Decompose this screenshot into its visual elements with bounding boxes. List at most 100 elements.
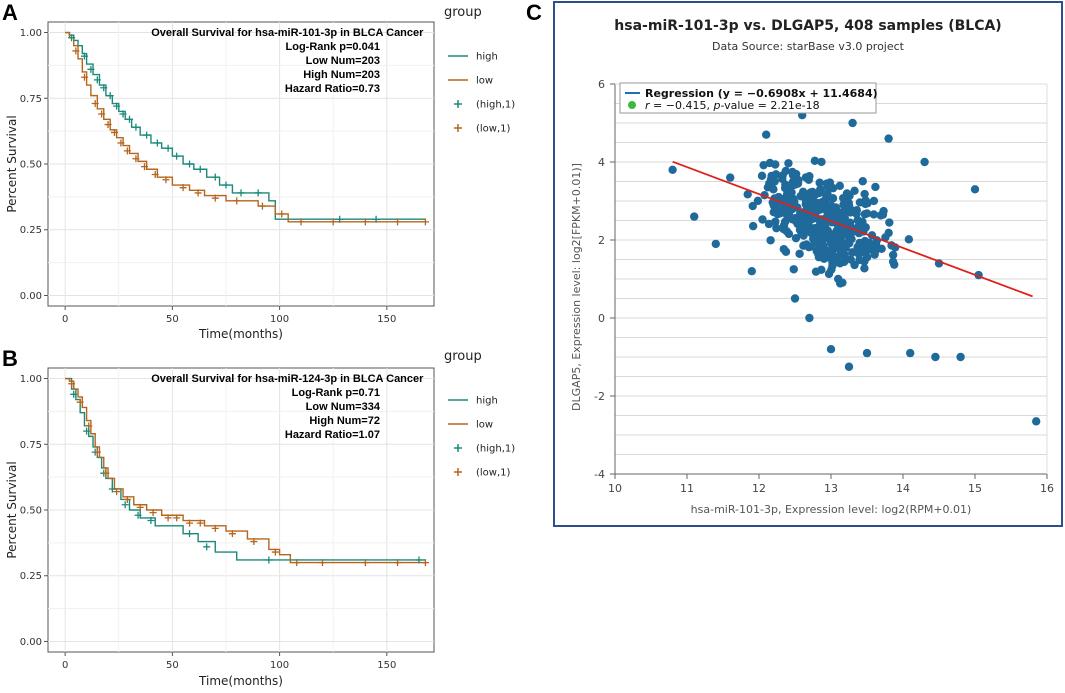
censor-mark-low (93, 448, 101, 456)
scatter-point (817, 204, 826, 214)
scatter-point (726, 173, 735, 182)
legend-correlation-text: r = −0.415, p-value = 2.21e-18 (645, 99, 820, 112)
legend-marker-(high,1) (454, 444, 462, 452)
censor-mark-high (336, 215, 344, 223)
censor-mark-high (196, 165, 204, 173)
scatter-point (766, 236, 775, 245)
censor-mark-low (271, 548, 279, 556)
km-stat-line: Log-Rank p=0.041 (286, 41, 380, 53)
scatter-subtitle: Data Source: starBase v3.0 project (712, 40, 905, 53)
km-stat-line: Low Num=334 (306, 401, 381, 413)
scatter-point (762, 130, 771, 139)
legend-correlation-swatch (628, 101, 636, 109)
censor-mark-high (372, 215, 380, 223)
scatter-point (772, 223, 781, 233)
scatter-point (854, 249, 863, 258)
legend-p-symbol: p (712, 99, 720, 112)
scatter-point (668, 165, 677, 174)
scatter-x-tick-label: 12 (752, 482, 766, 495)
censor-mark-low (123, 147, 131, 155)
scatter-point (884, 134, 893, 143)
censor-mark-low (361, 559, 369, 567)
scatter-point (885, 218, 894, 227)
scatter-point (783, 189, 792, 199)
scatter-point (784, 159, 793, 168)
legend-regression-eq: (y = −0.6908x + 11.4684) (718, 87, 878, 100)
legend-marker-(low,1) (454, 468, 462, 476)
x-axis-label: Time(months) (198, 674, 283, 688)
km-title: Overall Survival for hsa-miR-101-3p in B… (151, 27, 424, 39)
censor-mark-high (108, 485, 116, 493)
km-annotation: Overall Survival for hsa-miR-101-3p in B… (151, 27, 424, 95)
legend-regression-text: Regression (y = −0.6908x + 11.4684) (645, 87, 878, 100)
survival-curve-low (65, 31, 426, 223)
scatter-point (764, 219, 774, 229)
km-grid (48, 22, 434, 306)
censor-mark-low (110, 128, 118, 136)
scatter-point (860, 264, 869, 273)
scatter-point (871, 182, 880, 192)
y-tick-label: 0.50 (20, 506, 42, 517)
x-tick-label: 50 (166, 660, 179, 671)
y-tick-label: 0.25 (20, 571, 42, 582)
scatter-point (850, 186, 859, 196)
censor-mark-low (149, 509, 157, 517)
scatter-point (835, 259, 845, 268)
scatter-point (827, 245, 836, 254)
scatter-point (834, 274, 843, 284)
panel-letter-a: A (2, 0, 18, 25)
scatter-point (759, 160, 768, 170)
y-tick-label: 0.50 (20, 160, 42, 171)
scatter-point (842, 189, 852, 198)
legend-label: low (476, 76, 493, 87)
scatter-point (769, 208, 778, 217)
censor-mark-low (179, 184, 187, 192)
scatter-point (795, 249, 804, 258)
scatter-x-tick-label: 16 (1040, 482, 1054, 495)
censor-mark-low (80, 73, 88, 81)
scatter-point (888, 250, 898, 260)
censor-mark-high (87, 65, 95, 73)
censor-mark-high (83, 427, 91, 435)
scatter-point (810, 200, 819, 209)
x-axis-label: Time(months) (198, 327, 283, 341)
panel-letter-c: C (526, 0, 542, 25)
scatter-point (785, 212, 794, 222)
legend-label: (low,1) (476, 124, 511, 135)
scatter-point (789, 265, 798, 274)
scatter-point (931, 352, 940, 362)
scatter-grid (615, 83, 1047, 475)
scatter-y-tick-label: -4 (594, 468, 605, 481)
y-tick-label: 0.75 (20, 94, 42, 105)
censor-mark-high (254, 189, 262, 197)
scatter-x-tick-label: 15 (968, 482, 982, 495)
censor-mark-low (151, 171, 159, 179)
scatter-points (668, 111, 1041, 426)
censor-mark-high (143, 131, 151, 139)
legend-p-value: -value = 2.21e-18 (720, 99, 819, 112)
y-tick-label: 0.75 (20, 440, 42, 451)
panel-letter-b: B (2, 346, 18, 371)
censor-mark-low (250, 538, 258, 546)
scatter-point (748, 201, 757, 211)
km-stat-line: Low Num=203 (306, 55, 380, 67)
scatter-point (799, 221, 809, 230)
scatter-x-axis-label: hsa-miR-101-3p, Expression level: log2(R… (691, 503, 972, 516)
scatter-point (791, 233, 801, 243)
scatter-point (791, 170, 800, 179)
scatter-legend: Regression (y = −0.6908x + 11.4684)r = −… (619, 82, 878, 114)
scatter-point (711, 239, 720, 249)
legend-title: group (444, 5, 482, 20)
scatter-point (835, 181, 844, 191)
censor-mark-low (258, 202, 266, 210)
censor-mark-low (196, 519, 204, 527)
censor-mark-low (173, 514, 181, 522)
km-legend: group high low (high,1) (low,1) (444, 349, 515, 479)
censor-mark-low (228, 530, 236, 538)
scatter-point (753, 196, 763, 206)
censor-mark-low (91, 100, 99, 108)
censor-mark-low (297, 218, 305, 226)
scatter-legend-box (619, 82, 877, 114)
x-tick-label: 100 (270, 314, 289, 325)
y-tick-label: 0.00 (20, 637, 42, 648)
